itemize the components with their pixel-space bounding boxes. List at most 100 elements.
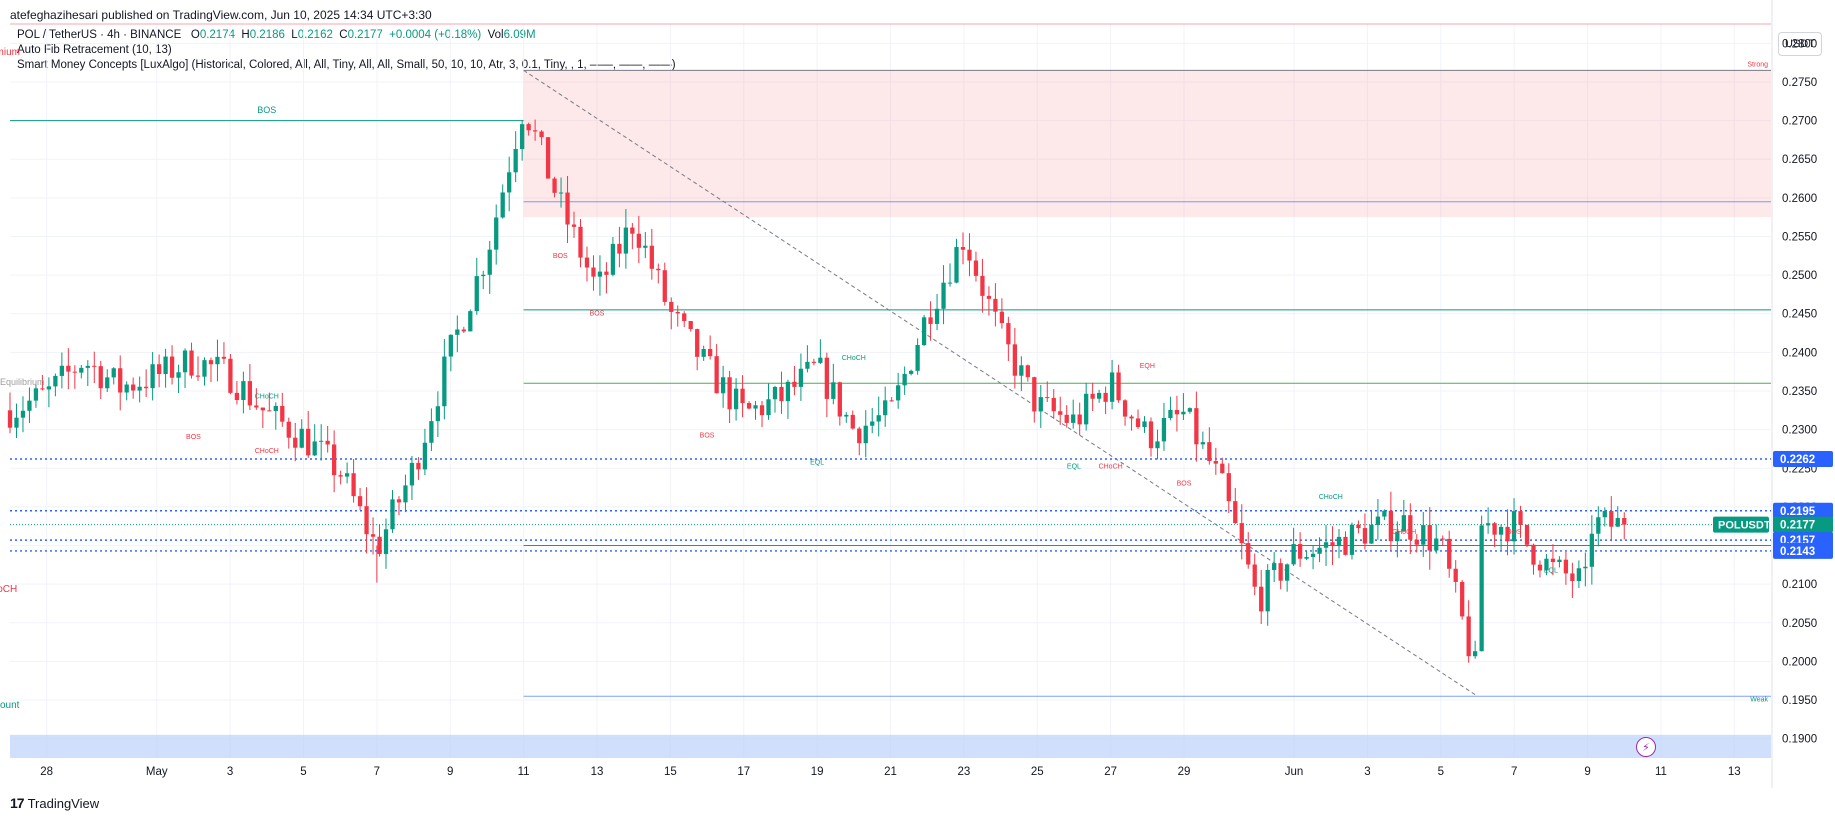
candle-body xyxy=(500,192,505,218)
candle-body xyxy=(195,375,201,377)
candle-body xyxy=(163,356,168,374)
candle-body xyxy=(824,357,829,399)
candle-body xyxy=(364,506,369,535)
candle-body xyxy=(435,406,441,422)
candle-body xyxy=(487,249,492,275)
candle-body xyxy=(1349,524,1355,555)
candle-body xyxy=(688,321,693,330)
candle-body xyxy=(124,384,129,393)
eql-mark-label: EQL xyxy=(1544,568,1558,575)
x-tick-label: 21 xyxy=(884,766,897,778)
indicator-smc[interactable]: Smart Money Concepts [LuxAlgo] (Historic… xyxy=(17,59,676,71)
candle-body xyxy=(967,249,972,261)
y-tick-label: 0.2800 xyxy=(1782,38,1817,50)
candle-body xyxy=(1375,516,1381,525)
candle-body xyxy=(934,308,940,324)
candle-body xyxy=(941,282,946,309)
candle-body xyxy=(118,368,123,393)
candle-body xyxy=(928,317,933,324)
candle-body xyxy=(1116,372,1121,401)
candle-body xyxy=(720,377,726,394)
x-tick-label: 9 xyxy=(447,766,453,778)
candle-body xyxy=(1181,411,1186,415)
bos-label: BOS xyxy=(257,105,276,115)
x-tick-label: 7 xyxy=(1511,766,1517,778)
candle-body xyxy=(1006,323,1011,345)
candle-body xyxy=(254,405,259,408)
candle-body xyxy=(247,381,253,406)
price-chart[interactable]: 0.2800 0.2750 0.2700 0.2650 0.2600 0.2550 0.25… xyxy=(0,0,1835,790)
candle-body xyxy=(131,384,136,391)
y-tick-label: 0.2100 xyxy=(1782,579,1817,591)
candle-body xyxy=(1602,510,1607,518)
candle-body xyxy=(584,257,590,268)
candle-body xyxy=(675,311,680,314)
x-tick-label: 5 xyxy=(300,766,306,778)
candle-body xyxy=(1492,523,1497,535)
candle-body xyxy=(481,274,486,277)
candle-body xyxy=(1025,365,1030,378)
bos-mark-label: BOS xyxy=(186,434,201,441)
candle-body xyxy=(740,388,745,404)
candle-body xyxy=(1220,463,1225,474)
candle-body xyxy=(429,421,434,443)
candle-body xyxy=(753,405,758,409)
candle-body xyxy=(636,233,641,248)
candle-body xyxy=(1084,393,1089,425)
indicator-fib[interactable]: Auto Fib Retracement (10, 13) xyxy=(17,44,172,56)
y-tick-label: 0.2750 xyxy=(1782,77,1817,89)
candle-body xyxy=(14,417,19,428)
candle-body xyxy=(850,414,855,429)
candle-body xyxy=(351,473,356,497)
candle-body xyxy=(448,334,453,357)
candle-body xyxy=(545,137,551,179)
candle-body xyxy=(338,475,343,477)
discount-label: Discount xyxy=(0,700,20,711)
candle-body xyxy=(1473,651,1478,657)
candle-body xyxy=(708,348,713,357)
candle-body xyxy=(72,371,77,373)
candle-body xyxy=(234,392,240,401)
candle-body xyxy=(766,399,771,416)
candle-body xyxy=(344,473,350,477)
candle-body xyxy=(902,373,907,386)
candle-body xyxy=(921,317,927,346)
candle-body xyxy=(1460,581,1465,617)
candle-body xyxy=(746,403,752,409)
x-tick-label: 25 xyxy=(1031,766,1044,778)
x-tick-label: Jun xyxy=(1285,766,1304,778)
candle-body xyxy=(1012,344,1017,376)
x-tick-label: 15 xyxy=(664,766,677,778)
volume-label: Vol xyxy=(487,29,504,41)
legend-symbol-row: POL / TetherUS · 4h · BINANCE O0.2174 H0… xyxy=(17,29,536,41)
candle-body xyxy=(416,462,421,470)
candle-body xyxy=(1272,563,1277,571)
symbol-title[interactable]: POL / TetherUS · 4h · BINANCE xyxy=(17,29,182,41)
fib-trend-line xyxy=(523,69,1478,697)
candle-body xyxy=(630,227,635,234)
candle-body xyxy=(558,192,564,194)
candle-body xyxy=(1071,414,1076,423)
candle-body xyxy=(1485,523,1491,526)
candle-body xyxy=(1310,553,1316,557)
candle-body xyxy=(831,382,836,399)
y-tick-label: 0.2500 xyxy=(1782,270,1817,282)
candle-body xyxy=(182,350,188,373)
candle-body xyxy=(1401,515,1406,532)
candle-body xyxy=(1537,564,1543,571)
candle-body xyxy=(1544,558,1549,571)
currency-button[interactable]: USDT xyxy=(1778,32,1822,56)
high-value: 0.2186 xyxy=(249,29,285,41)
candle-body xyxy=(682,313,687,322)
candle-body xyxy=(1297,544,1303,559)
candle-body xyxy=(228,358,233,393)
candle-body xyxy=(863,425,868,444)
candle-body xyxy=(85,365,90,368)
candle-body xyxy=(111,368,116,378)
candle-body xyxy=(241,381,246,401)
candle-body xyxy=(805,361,810,369)
price-mark-value: 0.2143 xyxy=(1780,546,1815,558)
flash-icon[interactable]: ⚡ xyxy=(1636,737,1656,757)
candle-body xyxy=(293,437,298,448)
candle-body xyxy=(66,365,71,372)
